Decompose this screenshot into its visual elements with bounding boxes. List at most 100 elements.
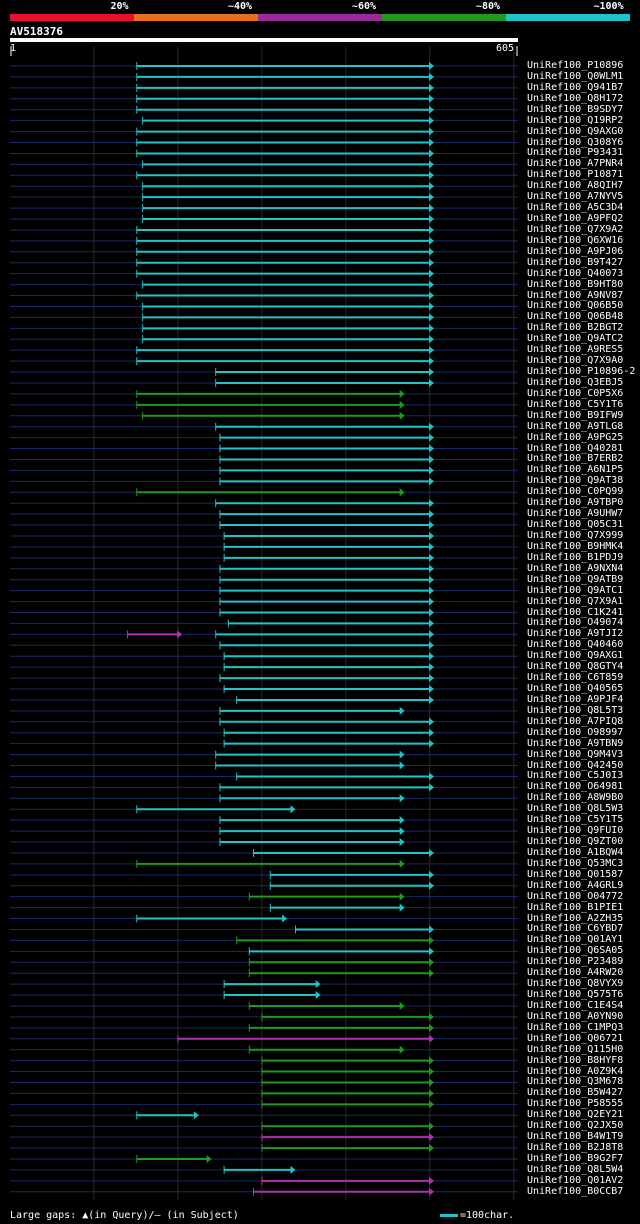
hit-label[interactable]: UniRef100_A4RW20 [527,967,624,979]
hit-label[interactable]: UniRef100_A6N1P5 [527,464,624,476]
hit-label[interactable]: UniRef100_Q575T6 [527,989,624,1001]
hit-label[interactable]: UniRef100_C1K241 [527,606,624,618]
hit-label[interactable]: UniRef100_P93431 [527,147,624,159]
hit-label[interactable]: UniRef100_B4W1T9 [527,1131,624,1143]
hit-label[interactable]: UniRef100_A1BQW4 [527,846,624,858]
hit-label[interactable]: UniRef100_B9G2F7 [527,1153,624,1164]
hit-label[interactable]: UniRef100_B9SDY7 [527,103,624,115]
hit-label[interactable]: UniRef100_Q19RP2 [527,114,624,126]
hit-label[interactable]: UniRef100_Q01AV2 [527,1174,624,1186]
hit-label[interactable]: UniRef100_B1PIE1 [527,901,624,913]
hit-label[interactable]: UniRef100_Q8L5W3 [527,803,624,815]
hit-label[interactable]: UniRef100_A4GRL9 [527,879,624,891]
hit-label[interactable]: UniRef100_O49074 [527,617,624,629]
hit-label[interactable]: UniRef100_B5W427 [527,1087,624,1099]
hit-label[interactable]: UniRef100_B9IFW9 [527,409,624,421]
hit-label[interactable]: UniRef100_A9TLG8 [527,420,624,432]
hit-label[interactable]: UniRef100_Q7X9A2 [527,223,624,235]
hit-label[interactable]: UniRef100_Q941B7 [527,81,624,93]
hit-label[interactable]: UniRef100_A9RES5 [527,344,624,356]
hit-label[interactable]: UniRef100_Q06721 [527,1032,624,1044]
hit-label[interactable]: UniRef100_A0YN90 [527,1010,624,1022]
hit-label[interactable]: UniRef100_Q9ZT00 [527,836,624,848]
hit-label[interactable]: UniRef100_O64981 [527,781,624,793]
hit-label[interactable]: UniRef100_C5J0I3 [527,770,624,782]
hit-label[interactable]: UniRef100_O98997 [527,726,624,738]
hit-label[interactable]: UniRef100_Q8GTY4 [527,661,624,673]
hit-label[interactable]: UniRef100_P10896 [527,60,624,71]
hit-label[interactable]: UniRef100_Q9AXG0 [527,125,624,137]
hit-label[interactable]: UniRef100_B2J8T8 [527,1142,624,1154]
hit-label[interactable]: UniRef100_Q9ATC2 [527,333,624,345]
hit-label[interactable]: UniRef100_P10871 [527,169,624,181]
hit-label[interactable]: UniRef100_Q8H172 [527,92,624,104]
hit-label[interactable]: UniRef100_Q3M678 [527,1076,624,1088]
hit-label[interactable]: UniRef100_Q7X9A1 [527,595,624,607]
hit-label[interactable]: UniRef100_O04772 [527,890,624,902]
hit-label[interactable]: UniRef100_Q9ATB9 [527,573,624,585]
hit-label[interactable]: UniRef100_A7PIQ8 [527,715,624,727]
hit-label[interactable]: UniRef100_A9PFQ2 [527,213,624,225]
hit-label[interactable]: UniRef100_B1PDJ9 [527,551,624,563]
hit-label[interactable]: UniRef100_Q115H0 [527,1043,624,1055]
hit-label[interactable]: UniRef100_Q6XW16 [527,234,624,246]
hit-label[interactable]: UniRef100_Q01587 [527,868,624,880]
hit-label[interactable]: UniRef100_Q8L5T3 [527,704,624,716]
hit-label[interactable]: UniRef100_Q40073 [527,267,624,279]
hit-label[interactable]: UniRef100_Q40565 [527,683,624,694]
hit-label[interactable]: UniRef100_C1MPQ3 [527,1021,624,1033]
hit-label[interactable]: UniRef100_A5C3D4 [527,202,624,214]
hit-label[interactable]: UniRef100_C5Y1T5 [527,814,624,826]
hit-label[interactable]: UniRef100_Q2EY21 [527,1109,624,1121]
hit-label[interactable]: UniRef100_Q06B48 [527,311,624,323]
hit-label[interactable]: UniRef100_A7NYV5 [527,191,624,203]
hit-label[interactable]: UniRef100_A2ZH35 [527,912,624,924]
hit-label[interactable]: UniRef100_A9NXN4 [527,562,624,574]
hit-label[interactable]: UniRef100_B2BGT2 [527,322,624,334]
hit-label[interactable]: UniRef100_Q01AY1 [527,934,624,946]
hit-label[interactable]: UniRef100_Q9FUI0 [527,825,624,837]
hit-label[interactable]: UniRef100_Q9AT38 [527,475,624,487]
hit-label[interactable]: UniRef100_Q3EBJ5 [527,376,624,388]
hit-label[interactable]: UniRef100_Q05C31 [527,519,624,531]
hit-label[interactable]: UniRef100_A0Z9K4 [527,1065,624,1077]
hit-label[interactable]: UniRef100_B9HT80 [527,278,624,290]
hit-label[interactable]: UniRef100_A9PG25 [527,431,624,443]
hit-label[interactable]: UniRef100_B0CCB7 [527,1185,624,1197]
hit-label[interactable]: UniRef100_Q9AXG1 [527,650,624,662]
hit-label[interactable]: UniRef100_Q2JX50 [527,1120,624,1132]
hit-label[interactable]: UniRef100_A9TBP0 [527,497,624,509]
hit-label[interactable]: UniRef100_Q06B50 [527,300,624,312]
hit-label[interactable]: UniRef100_A9TJI2 [527,628,624,640]
hit-label[interactable]: UniRef100_A9PJ06 [527,245,624,257]
hit-label[interactable]: UniRef100_P23489 [527,956,624,968]
hit-label[interactable]: UniRef100_P58555 [527,1098,624,1110]
hit-label[interactable]: UniRef100_B8HYF8 [527,1054,624,1066]
hit-label[interactable]: UniRef100_Q40460 [527,639,624,651]
hit-label[interactable]: UniRef100_B7ERB2 [527,453,624,465]
hit-label[interactable]: UniRef100_A9UHW7 [527,508,624,520]
hit-label[interactable]: UniRef100_C0P5X6 [527,387,624,399]
hit-label[interactable]: UniRef100_Q7X999 [527,529,624,541]
hit-label[interactable]: UniRef100_B9HMK4 [527,540,624,552]
hit-label[interactable]: UniRef100_Q40281 [527,442,624,454]
hit-label[interactable]: UniRef100_A9PJF4 [527,693,624,705]
hit-label[interactable]: UniRef100_A8QIH7 [527,180,624,192]
hit-label[interactable]: UniRef100_B9T427 [527,256,624,268]
hit-label[interactable]: UniRef100_C5Y1T6 [527,398,624,410]
hit-label[interactable]: UniRef100_Q0WLM1 [527,70,624,82]
hit-label[interactable]: UniRef100_Q9M4V3 [527,748,624,760]
hit-label[interactable]: UniRef100_Q53MC3 [527,857,624,869]
hit-label[interactable]: UniRef100_Q6SA05 [527,945,624,957]
hit-label[interactable]: UniRef100_Q8VYX9 [527,978,624,990]
hit-label[interactable]: UniRef100_Q8L5W4 [527,1163,624,1175]
hit-label[interactable]: UniRef100_C1E4S4 [527,999,624,1011]
hit-label[interactable]: UniRef100_P10896-2 [527,366,636,378]
hit-label[interactable]: UniRef100_Q308Y6 [527,136,624,148]
hit-label[interactable]: UniRef100_C0PQ99 [527,486,624,498]
hit-label[interactable]: UniRef100_Q42450 [527,759,624,771]
hit-label[interactable]: UniRef100_A8W9B0 [527,792,624,804]
hit-label[interactable]: UniRef100_Q7X9A0 [527,355,624,367]
hit-label[interactable]: UniRef100_C6T859 [527,672,624,684]
hit-label[interactable]: UniRef100_A9NV87 [527,289,624,301]
